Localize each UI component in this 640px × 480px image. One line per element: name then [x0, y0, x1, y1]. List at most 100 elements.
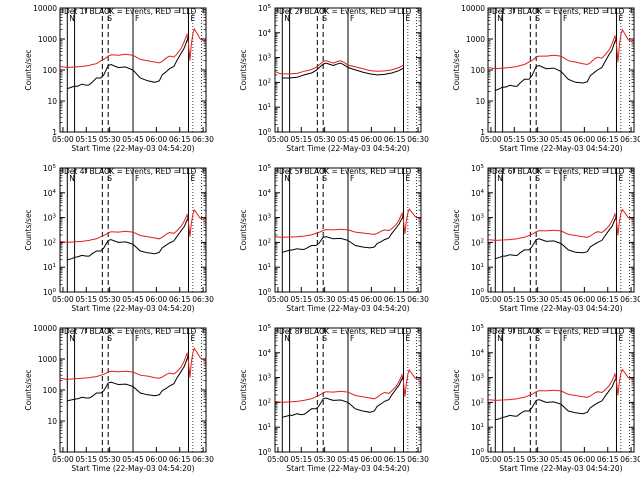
- chart-title: Det 5f BLACK = Events, RED = LLD: [279, 167, 412, 176]
- events-series-line: [282, 62, 404, 79]
- y-tick-label: 1: [52, 448, 57, 457]
- lld-series-line: [60, 27, 206, 69]
- x-tick-label: 06:15: [169, 455, 191, 464]
- lld-series-line: [60, 347, 206, 380]
- x-tick-label: 05:00: [480, 135, 502, 144]
- y-tick-label: 101: [258, 103, 271, 112]
- lld-series-line: [60, 209, 206, 243]
- x-tick-label: 06:00: [361, 135, 383, 144]
- x-tick-label: 05:00: [267, 135, 289, 144]
- y-tick-label: 1000: [38, 355, 57, 364]
- x-axis-label: Start Time (22-May-03 04:54:20): [71, 144, 194, 153]
- y-tick-label: 10: [47, 97, 57, 106]
- events-series-line: [67, 217, 189, 261]
- events-series-line: [67, 356, 189, 402]
- marker-label: E: [190, 14, 195, 23]
- events-series-line: [495, 217, 617, 260]
- y-tick-label: 10000: [33, 324, 57, 333]
- x-tick-label: 05:15: [290, 135, 312, 144]
- x-axis-label: Start Time (22-May-03 04:54:20): [499, 464, 622, 473]
- x-tick-label: 05:00: [52, 455, 74, 464]
- y-tick-label: 103: [258, 214, 272, 223]
- marker-label: E: [405, 14, 410, 23]
- x-tick-label: 05:45: [122, 295, 144, 304]
- lld-series-line: [488, 28, 634, 70]
- x-tick-label: 06:00: [146, 295, 168, 304]
- x-tick-label: 05:30: [314, 295, 336, 304]
- y-axis-label: Counts/sec: [239, 209, 248, 250]
- y-axis-label: Counts/sec: [24, 209, 33, 250]
- marker-label: S: [322, 174, 327, 183]
- y-tick-label: 104: [258, 189, 272, 198]
- y-tick-label: 105: [471, 324, 485, 333]
- y-axis-label: Counts/sec: [24, 49, 33, 90]
- marker-label: N: [284, 334, 290, 343]
- y-axis-label: Counts/sec: [452, 49, 461, 90]
- y-tick-label: 101: [43, 263, 56, 272]
- x-axis-label: Start Time (22-May-03 04:54:20): [499, 304, 622, 313]
- y-tick-label: 101: [258, 423, 271, 432]
- chart-panel-6: Det 6f BLACK = Events, RED = LLD Counts/s…: [452, 164, 640, 313]
- x-tick-label: 05:30: [99, 455, 121, 464]
- x-tick-label: 06:15: [597, 455, 619, 464]
- lld-series-line: [488, 368, 634, 401]
- x-tick-label: 05:00: [480, 295, 502, 304]
- y-tick-label: 102: [471, 238, 484, 247]
- marker-label: F: [563, 174, 567, 183]
- y-axis-label: Counts/sec: [239, 49, 248, 90]
- x-tick-label: 06:00: [574, 295, 596, 304]
- chart-panel-1: Det 1f BLACK = Events, RED = LLD Counts/s…: [24, 4, 214, 153]
- marker-label: N: [497, 174, 503, 183]
- marker-label: E: [618, 14, 623, 23]
- x-axis-label: Start Time (22-May-03 04:54:20): [499, 144, 622, 153]
- x-axis-label: Start Time (22-May-03 04:54:20): [71, 304, 194, 313]
- x-tick-label: 06:30: [620, 135, 640, 144]
- x-tick-label: 05:15: [290, 295, 312, 304]
- marker-label: S: [107, 334, 112, 343]
- y-tick-label: 105: [258, 164, 272, 173]
- marker-label: F: [350, 14, 354, 23]
- y-tick-label: 103: [471, 374, 485, 383]
- x-axis-label: Start Time (22-May-03 04:54:20): [286, 144, 409, 153]
- marker-label: E: [618, 174, 623, 183]
- y-tick-label: 100: [258, 128, 272, 137]
- x-tick-label: 05:15: [290, 455, 312, 464]
- x-tick-label: 06:00: [146, 135, 168, 144]
- marker-label: S: [535, 14, 540, 23]
- x-tick-label: 05:45: [550, 455, 572, 464]
- marker-label: E: [405, 174, 410, 183]
- marker-label: S: [322, 334, 327, 343]
- x-tick-label: 06:30: [407, 455, 429, 464]
- y-tick-label: 105: [43, 164, 57, 173]
- marker-label: S: [107, 14, 112, 23]
- y-tick-label: 1000: [466, 35, 485, 44]
- y-tick-label: 104: [471, 349, 485, 358]
- marker-label: E: [405, 334, 410, 343]
- x-tick-label: 06:15: [597, 135, 619, 144]
- x-tick-label: 05:45: [550, 295, 572, 304]
- chart-title: Det 8f BLACK = Events, RED = LLD: [279, 327, 412, 336]
- x-tick-label: 06:30: [620, 455, 640, 464]
- x-tick-label: 05:00: [480, 455, 502, 464]
- marker-label: N: [284, 14, 290, 23]
- marker-label: E: [618, 334, 623, 343]
- chart-title: Det 6f BLACK = Events, RED = LLD: [492, 167, 625, 176]
- lld-series-line: [275, 208, 421, 238]
- x-tick-label: 06:30: [192, 135, 214, 144]
- x-axis-label: Start Time (22-May-03 04:54:20): [286, 304, 409, 313]
- x-tick-label: 06:15: [384, 455, 406, 464]
- chart-panel-8: Det 8f BLACK = Events, RED = LLD Counts/s…: [239, 324, 429, 473]
- y-tick-label: 104: [43, 189, 57, 198]
- y-axis-label: Counts/sec: [239, 369, 248, 410]
- y-tick-label: 100: [258, 288, 272, 297]
- x-tick-label: 05:00: [267, 455, 289, 464]
- marker-label: E: [190, 334, 195, 343]
- x-tick-label: 06:00: [574, 135, 596, 144]
- y-tick-label: 103: [258, 374, 272, 383]
- y-tick-label: 10000: [33, 4, 57, 13]
- x-tick-label: 06:15: [384, 295, 406, 304]
- lld-series-line: [275, 369, 421, 403]
- x-tick-label: 05:15: [503, 135, 525, 144]
- marker-label: F: [135, 174, 139, 183]
